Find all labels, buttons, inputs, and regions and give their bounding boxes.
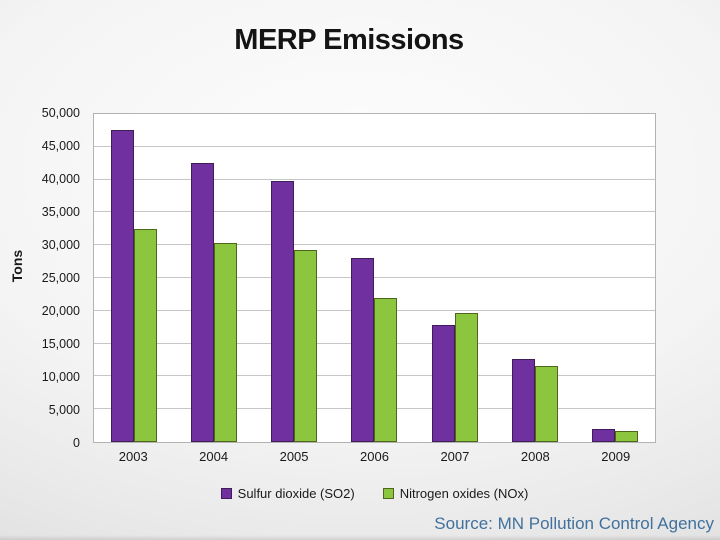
bar-group-2005 [254, 114, 334, 442]
legend-swatch-icon [220, 488, 232, 499]
gridline [94, 277, 655, 278]
legend-entry: Sulfur dioxide (SO2) [220, 486, 355, 501]
bar-group-2003 [94, 114, 174, 442]
x-axis-tick-label: 2008 [520, 449, 550, 464]
y-axis-tick-label: 45,000 [41, 139, 80, 153]
x-axis-tick-label: 2009 [601, 449, 631, 464]
bar-group-2006 [334, 114, 414, 442]
x-axis-tick-label: 2004 [199, 449, 229, 464]
y-axis-tick-label: 20,000 [41, 304, 80, 318]
legend-label: Sulfur dioxide (SO2) [237, 486, 355, 501]
bar-nitrogen-oxides-nox- [534, 365, 558, 442]
legend-swatch-icon [382, 488, 394, 499]
gridline [94, 145, 655, 147]
chart-legend: Sulfur dioxide (SO2) Nitrogen oxides (NOx… [93, 486, 656, 501]
y-axis-tick-label: 25,000 [41, 271, 80, 285]
x-axis-tick-label: 2007 [440, 449, 470, 464]
bar-nitrogen-oxides-nox- [214, 243, 238, 442]
x-axis-tick-label: 2006 [360, 449, 389, 464]
bar-nitrogen-oxides-nox- [134, 229, 158, 442]
legend-label: Nitrogen oxides (NOx) [399, 486, 529, 501]
y-axis-tick-label: 10,000 [41, 370, 80, 384]
y-axis-tick-label: 50,000 [41, 106, 80, 120]
bar-nitrogen-oxides-nox- [454, 312, 478, 442]
gridline [94, 178, 655, 180]
bar-group-2008 [495, 114, 575, 442]
bar-nitrogen-oxides-nox- [614, 430, 638, 442]
gridline [94, 211, 655, 213]
gridline [94, 244, 655, 246]
plot-area [93, 113, 656, 443]
bar-sulfur-dioxide-so2- [191, 163, 215, 442]
y-axis-tick-label: 0 [73, 436, 80, 450]
y-axis-tick-label: 40,000 [41, 172, 80, 186]
y-axis-tick-label: 35,000 [41, 205, 80, 219]
bar-groups [94, 114, 655, 442]
bar-sulfur-dioxide-so2- [431, 325, 455, 442]
legend-entry: Nitrogen oxides (NOx) [382, 486, 529, 501]
bar-sulfur-dioxide-so2- [351, 257, 375, 442]
bar-nitrogen-oxides-nox- [294, 249, 318, 442]
bar-sulfur-dioxide-so2- [511, 359, 535, 442]
y-axis-tick-label: 15,000 [41, 337, 80, 351]
bar-sulfur-dioxide-so2- [271, 180, 295, 442]
y-axis-tick-label: 30,000 [41, 238, 80, 252]
chart-title: MERP Emissions [234, 24, 464, 56]
bar-sulfur-dioxide-so2- [111, 130, 135, 442]
bar-group-2009 [575, 114, 655, 442]
bar-group-2007 [415, 114, 495, 442]
x-axis-tick-labels: 2003 2004 2005 2006 2007 2008 2009 [93, 449, 656, 464]
bar-nitrogen-oxides-nox- [374, 298, 398, 442]
source-credit: Source: MN Pollution Control Agency [434, 514, 714, 533]
bar-sulfur-dioxide-so2- [591, 428, 615, 442]
y-axis-tick-label: 5,000 [48, 403, 80, 417]
x-axis-tick-label: 2003 [118, 449, 148, 464]
bar-group-2004 [174, 114, 254, 442]
x-axis-tick-label: 2005 [279, 449, 309, 464]
